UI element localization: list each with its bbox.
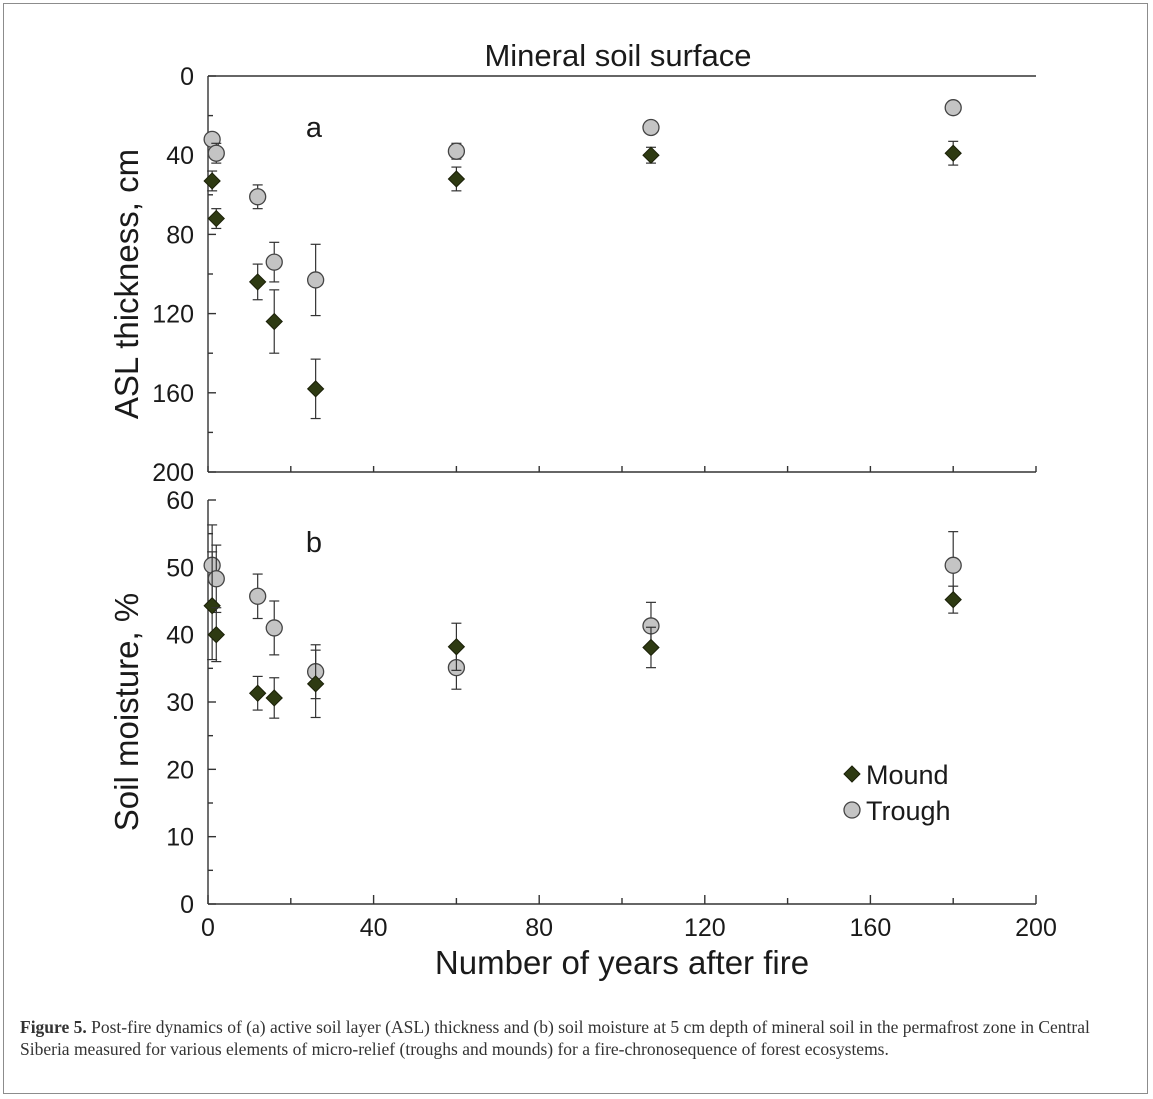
panel-a-label: a	[306, 112, 323, 144]
legend-trough-label: Trough	[866, 796, 951, 826]
x-tick-label: 120	[684, 914, 726, 942]
panel-a-mound-point	[207, 209, 225, 228]
panel-a-mound-point	[306, 380, 325, 398]
legend-mound-marker	[843, 765, 861, 783]
panel-a-trough-point	[249, 188, 267, 206]
panel-a-trough-point	[207, 144, 225, 162]
panel-a-trough-point	[306, 271, 325, 289]
panel-a-y-tick-label: 120	[152, 301, 194, 329]
panel-b-mound-point	[265, 689, 283, 707]
x-tick-label: 200	[1015, 914, 1057, 942]
legend-trough-marker	[843, 801, 861, 819]
panel-b-y-tick-label: 10	[166, 824, 194, 852]
caption-label: Figure 5.	[20, 1017, 87, 1037]
panel-b-mound-point	[447, 638, 466, 656]
panel-b-y-tick-label: 40	[166, 622, 194, 650]
panel-a-trough-point	[642, 118, 660, 137]
x-tick-label: 160	[850, 914, 892, 942]
panel-b-mound-point	[642, 638, 660, 657]
figure-caption: Figure 5. Post-fire dynamics of (a) acti…	[20, 1016, 1135, 1060]
panel-b-label: b	[306, 527, 322, 559]
panel-b-mound-point	[944, 590, 962, 609]
panel-a-trough-point	[265, 253, 283, 271]
panel-a-title: Mineral soil surface	[484, 38, 751, 73]
legend-mound-label: Mound	[866, 760, 949, 790]
x-axis-label: Number of years after fire	[435, 944, 809, 981]
panel-a-trough-point	[447, 142, 466, 160]
panel-b-trough-point	[207, 570, 225, 588]
panel-b-trough-point	[249, 587, 267, 605]
panel-a-mound-point	[944, 144, 962, 162]
panel-b-y-tick-label: 60	[166, 487, 194, 515]
panel-a-y-tick-label: 80	[166, 221, 194, 249]
panel-b-y-tick-label: 0	[180, 891, 194, 919]
x-tick-label: 40	[360, 914, 388, 942]
panel-a-y-tick-label: 40	[166, 142, 194, 170]
x-tick-label: 0	[201, 914, 215, 942]
panel-a-mound-point	[203, 172, 221, 190]
panel-a-trough-point	[944, 99, 962, 117]
panel-a-mound-point	[248, 273, 267, 291]
panel-b-trough-point	[265, 619, 283, 637]
caption-text: Post-fire dynamics of (a) active soil la…	[20, 1017, 1090, 1059]
panel-b-y-tick-label: 50	[166, 554, 194, 582]
panel-a-mound-point	[642, 146, 660, 164]
panel-b-mound-point	[203, 597, 221, 615]
panel-a-mound-point	[265, 312, 283, 331]
panel-a-y-tick-label: 0	[180, 63, 194, 91]
panel-b-y-label: Soil moisture, %	[108, 593, 145, 831]
panel-b-mound-point	[306, 675, 325, 693]
panel-a-y-tick-label: 160	[152, 380, 194, 408]
panel-a-y-tick-label: 200	[152, 459, 194, 487]
panel-b-trough-point	[944, 556, 962, 574]
panel-a-y-label: ASL thickness, cm	[108, 149, 145, 419]
panel-b-mound-point	[207, 625, 225, 644]
figure-frame	[3, 3, 1148, 1094]
panel-b-y-tick-label: 20	[166, 756, 194, 784]
panel-b-y-tick-label: 30	[166, 689, 194, 717]
x-tick-label: 80	[525, 914, 553, 942]
panel-a-mound-point	[447, 170, 466, 188]
panel-b-mound-point	[248, 684, 267, 702]
